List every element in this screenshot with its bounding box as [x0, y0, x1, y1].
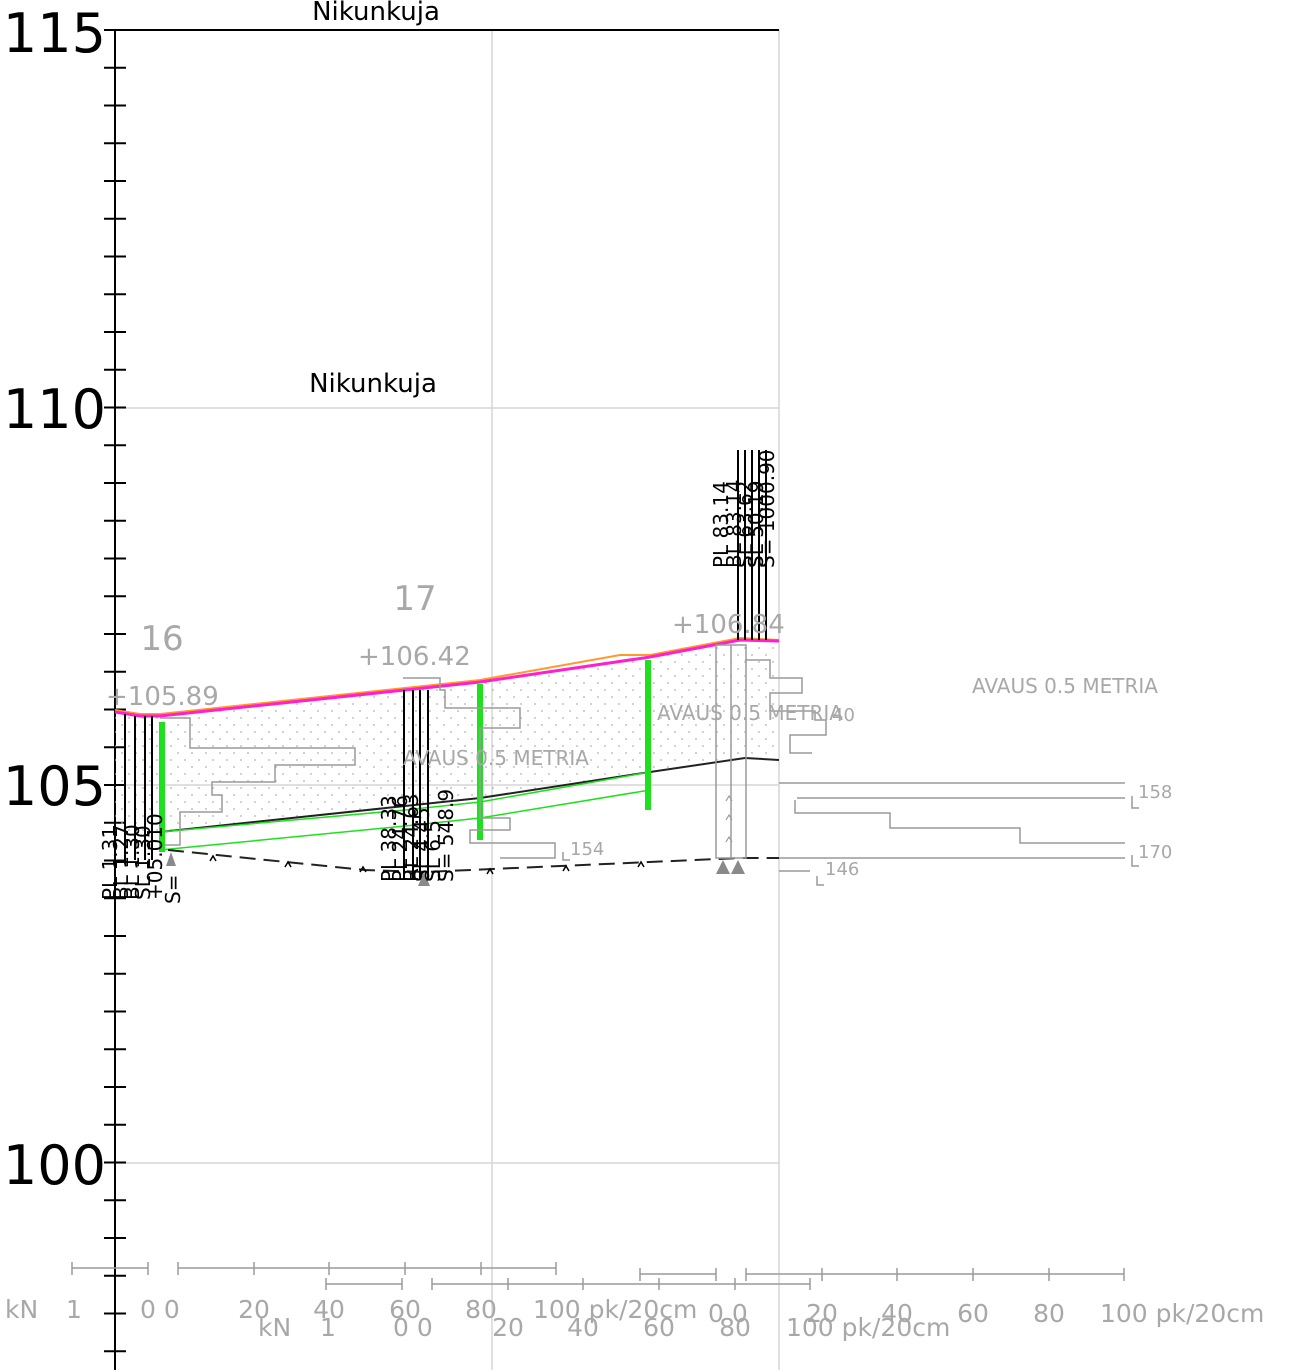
borehole-lines — [124, 450, 767, 880]
point-16-label: +05.010 — [143, 813, 167, 900]
y-label-105: 105 — [3, 755, 106, 818]
scale-bars — [71, 1262, 1125, 1290]
stratum-line-green-1 — [159, 771, 651, 833]
point-16-label: BL 1.30 — [120, 824, 144, 900]
point-17-label: PL 38.33 — [377, 795, 401, 882]
scale-tick: 100 pk/20cm — [533, 1295, 697, 1324]
point-3-labels: PL 83.14 BL 83.14 SL 63.62 SL 50.19 S= 1… — [709, 449, 779, 568]
point-17-labels: PL 38.33 PL 24.76 RL 24.63 SL 4.45 SL 6.… — [377, 789, 458, 882]
point-3-label: SL 50.19 — [744, 481, 768, 568]
scale-tick: 80 — [1033, 1299, 1065, 1328]
point-17-label: SL 4.45 — [410, 807, 434, 882]
avaus-note-2: AVAUS 0.5 METRIA — [657, 701, 843, 725]
ground-surface-line — [114, 638, 780, 718]
point-elev-17: +106.42 — [358, 642, 471, 672]
borehole-end-markers — [166, 852, 745, 886]
point-17-label: SL 6.5 — [421, 820, 445, 882]
scale-tick: 60 — [643, 1313, 675, 1342]
scale-tick: 40 — [313, 1295, 345, 1324]
scale-tick: 100 pk/20cm — [1100, 1299, 1264, 1328]
y-axis — [104, 29, 126, 1370]
scale-tick: 40 — [567, 1313, 599, 1342]
point-16-label: PL 1.31 — [98, 826, 122, 900]
scale-one: 1 — [320, 1313, 336, 1342]
value-40: 40 — [832, 705, 855, 726]
scale-tick: 80 — [719, 1313, 751, 1342]
point-3-label: SL 63.62 — [733, 481, 757, 568]
y-axis-labels: 115 110 105 100 — [3, 2, 106, 1197]
bedrock-dashed-line — [167, 849, 779, 874]
scale-tick: 20 — [492, 1313, 524, 1342]
scale-tick: 100 pk/20cm — [786, 1313, 950, 1342]
y-label-100: 100 — [3, 1134, 106, 1197]
section-title-top: Nikunkuja — [312, 0, 440, 27]
point-3-label: BL 83.14 — [722, 480, 746, 568]
point-id-16: 16 — [140, 619, 183, 659]
sounding-column — [715, 644, 747, 859]
sounding-column-marks — [725, 794, 733, 843]
scale-tick: 20 — [238, 1295, 270, 1324]
point-17-label: S= 548.9 — [434, 789, 458, 882]
ground-surface-orange — [114, 636, 780, 715]
value-146: 146 — [825, 859, 859, 880]
section-title: Nikunkuja — [309, 369, 437, 399]
scale-zeros: 0 0 — [393, 1313, 433, 1342]
scale-zeros: 0 0 — [708, 1299, 748, 1328]
y-label-110: 110 — [3, 378, 106, 441]
value-154: 154 — [570, 839, 604, 860]
point-17-label: RL 24.63 — [399, 793, 423, 882]
point-3-label: S= 1000.90 — [755, 449, 779, 568]
scale-tick: 20 — [806, 1299, 838, 1328]
scale-row-1: kN 1 0 0 20 40 60 80 100 pk/20cm — [5, 1295, 697, 1324]
scale-one: 1 — [66, 1295, 82, 1324]
scale-row-3: 0 0 20 40 60 80 100 pk/20cm — [708, 1299, 1264, 1328]
avaus-note-3: AVAUS 0.5 METRIA — [972, 674, 1158, 698]
scale-zeros: 0 0 — [140, 1295, 180, 1324]
avaus-note-1: AVAUS 0.5 METRIA — [403, 746, 589, 770]
stratum-line-black — [159, 756, 780, 833]
point-elev-16: +105.89 — [106, 682, 219, 712]
resistance-profiles — [160, 659, 1139, 886]
point-16-label: BL 1.27 — [109, 824, 133, 900]
point-3-label: PL 83.14 — [709, 481, 733, 568]
point-elev-3: +106.84 — [672, 610, 785, 640]
soil-fill-area — [115, 640, 779, 832]
point-16-labels: PL 1.31 BL 1.27 BL 1.30 SL 1.30 +05.010 … — [98, 813, 185, 904]
point-16-label: S= — [161, 875, 185, 904]
y-label-115: 115 — [3, 2, 106, 65]
scale-unit: kN — [258, 1313, 291, 1342]
scale-tick: 80 — [465, 1295, 497, 1324]
point-16-label: SL 1.30 — [131, 825, 155, 900]
value-158: 158 — [1138, 782, 1172, 803]
scale-tick: 60 — [389, 1295, 421, 1324]
stratum-line-green-2 — [159, 789, 651, 851]
scale-row-2: kN 1 0 0 20 40 60 80 100 pk/20cm — [258, 1313, 950, 1342]
rock-marks — [209, 854, 645, 875]
scale-tick: 40 — [881, 1299, 913, 1328]
scale-unit: kN — [5, 1295, 38, 1324]
scale-tick: 60 — [957, 1299, 989, 1328]
point-id-17: 17 — [393, 579, 436, 619]
point-17-label: PL 24.76 — [388, 795, 412, 882]
value-170: 170 — [1138, 842, 1172, 863]
